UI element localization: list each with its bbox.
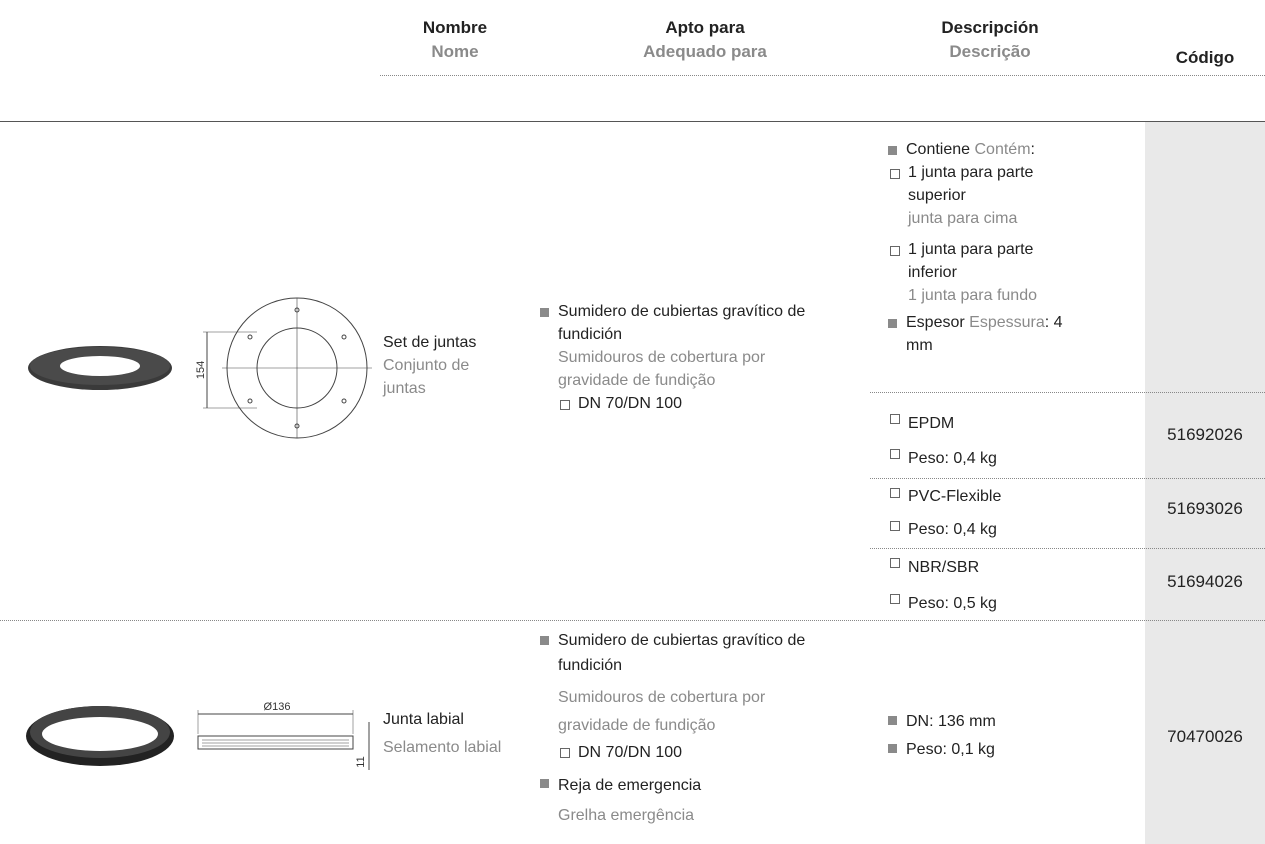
header-text: Descrição (949, 42, 1031, 61)
fit-es: Sumidero de cubiertas gravítico de fundi… (558, 632, 806, 674)
thickness-pt: Espessura (969, 314, 1045, 331)
fit-item: Sumidero de cubiertas gravítico de fundi… (540, 300, 858, 415)
header-desc: Descripción Descrição (900, 16, 1080, 64)
thickness-es: Espesor (906, 314, 965, 331)
section-rule (0, 121, 1265, 122)
fit-pt: Sumidouros de cobertura por gravidade de… (558, 689, 766, 734)
product-name: Set de juntas Conjunto de juntas (383, 331, 508, 400)
name-es: Set de juntas (383, 334, 477, 351)
variant: PVC-Flexible Peso: 0,4 kg (890, 480, 1001, 546)
material: NBR/SBR (890, 550, 997, 586)
row-rule (0, 620, 1265, 621)
code: 51694026 (1167, 572, 1243, 591)
dimension-label: 154 (195, 361, 207, 379)
name-pt: Selamento labial (383, 739, 502, 756)
name-es: Junta labial (383, 711, 464, 728)
fit-es: Sumidero de cubiertas gravítico de fundi… (558, 303, 806, 343)
header-text: Adequado para (643, 42, 767, 61)
contains-pt: Contém (974, 141, 1031, 158)
fit-item: Reja de emergencia Grelha emergência (540, 771, 858, 831)
code-column-bg (1145, 122, 1265, 844)
fit-size: DN 70/DN 100 (560, 392, 858, 415)
item-pt: 1 junta para fundo (908, 287, 1037, 304)
weight: Peso: 0,4 kg (890, 513, 1001, 546)
code: 70470026 (1167, 727, 1243, 746)
desc-item: DN: 136 mm (888, 708, 996, 736)
gasket-set-drawing (203, 297, 372, 439)
contains-item: 1 junta para parte inferior 1 junta para … (890, 238, 1068, 307)
contains-es: Contiene (906, 141, 971, 158)
sub-rule (870, 392, 1265, 393)
weight: Peso: 0,4 kg (890, 441, 997, 476)
name-pt: Conjunto de juntas (383, 357, 470, 397)
desc-item: Peso: 0,1 kg (888, 736, 996, 764)
header-fit: Apto para Adequado para (605, 16, 805, 64)
contains-colon: : (1030, 141, 1035, 158)
fit-size: DN 70/DN 100 (560, 740, 858, 765)
sub-rule (870, 548, 1265, 549)
gasket-set-image (28, 346, 172, 390)
weight: Peso: 0,5 kg (890, 586, 997, 622)
variant: NBR/SBR Peso: 0,5 kg (890, 550, 997, 622)
header-name: Nombre Nome (395, 16, 515, 64)
item-es: 1 junta para parte inferior (908, 241, 1034, 281)
fit-list: Sumidero de cubiertas gravítico de fundi… (540, 300, 858, 415)
fit-es: Reja de emergencia (558, 777, 702, 794)
fit-item: Sumidero de cubiertas gravítico de fundi… (540, 628, 858, 765)
header-text: Apto para (665, 18, 745, 37)
lip-seal-drawing (197, 710, 370, 770)
code: 51692026 (1167, 425, 1243, 444)
header-text: Nome (431, 42, 479, 61)
header-text: Nombre (422, 18, 488, 37)
product-name: Junta labial Selamento labial (383, 706, 533, 762)
item-pt: junta para cima (908, 210, 1018, 227)
item-es: 1 junta para parte superior (908, 164, 1034, 204)
header-code: Código (1175, 48, 1235, 67)
contains: Contiene Contém: (888, 138, 1088, 161)
fit-pt: Grelha emergência (558, 807, 695, 824)
dimension-label: Ø136 (264, 701, 291, 713)
thickness-value: : 4 mm (906, 314, 1063, 354)
fit-pt: Sumidouros de cobertura por gravidade de… (558, 349, 766, 389)
header-rule (380, 75, 1265, 76)
product-drawings: 154 Ø136 11 (26, 297, 372, 770)
description: DN: 136 mm Peso: 0,1 kg (888, 708, 996, 764)
lip-seal-image (26, 706, 174, 766)
fit-list: Sumidero de cubiertas gravítico de fundi… (540, 628, 858, 831)
variant: EPDM Peso: 0,4 kg (890, 406, 997, 476)
thickness: Espesor Espessura: 4 mm (888, 311, 1064, 357)
sub-rule (870, 478, 1265, 479)
description: Contiene Contém: 1 junta para parte supe… (888, 138, 1088, 357)
header-text: Descripción (941, 18, 1039, 37)
dimension-label: 11 (355, 756, 367, 767)
contains-item: 1 junta para parte superior junta para ci… (890, 161, 1068, 230)
material: PVC-Flexible (890, 480, 1001, 513)
material: EPDM (890, 406, 997, 441)
code: 51693026 (1167, 499, 1243, 518)
